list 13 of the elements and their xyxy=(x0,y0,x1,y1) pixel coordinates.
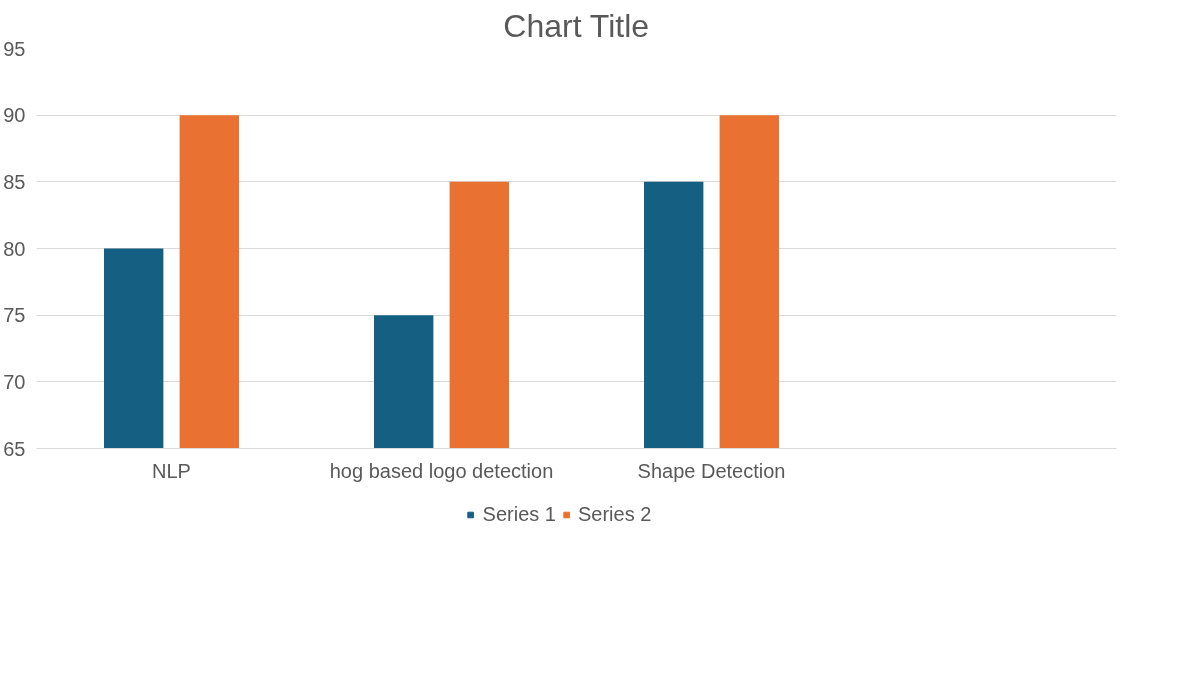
legend-label: Series 2 xyxy=(577,502,652,526)
chart-title: Chart Title xyxy=(503,7,650,44)
x-tick-label: Shape Detection xyxy=(637,459,786,482)
x-tick-label: NLP xyxy=(152,459,191,482)
y-tick-label: 80 xyxy=(3,237,26,260)
y-tick-label: 65 xyxy=(3,437,26,460)
y-tick-label: 75 xyxy=(3,304,26,327)
legend-label: Series 1 xyxy=(482,502,556,526)
y-tick-label: 70 xyxy=(3,370,26,393)
y-tick-label: 85 xyxy=(3,170,26,193)
x-tick-label: hog based logo detection xyxy=(329,459,554,482)
y-tick-label: 90 xyxy=(3,104,26,127)
y-tick-label: 95 xyxy=(3,37,26,60)
